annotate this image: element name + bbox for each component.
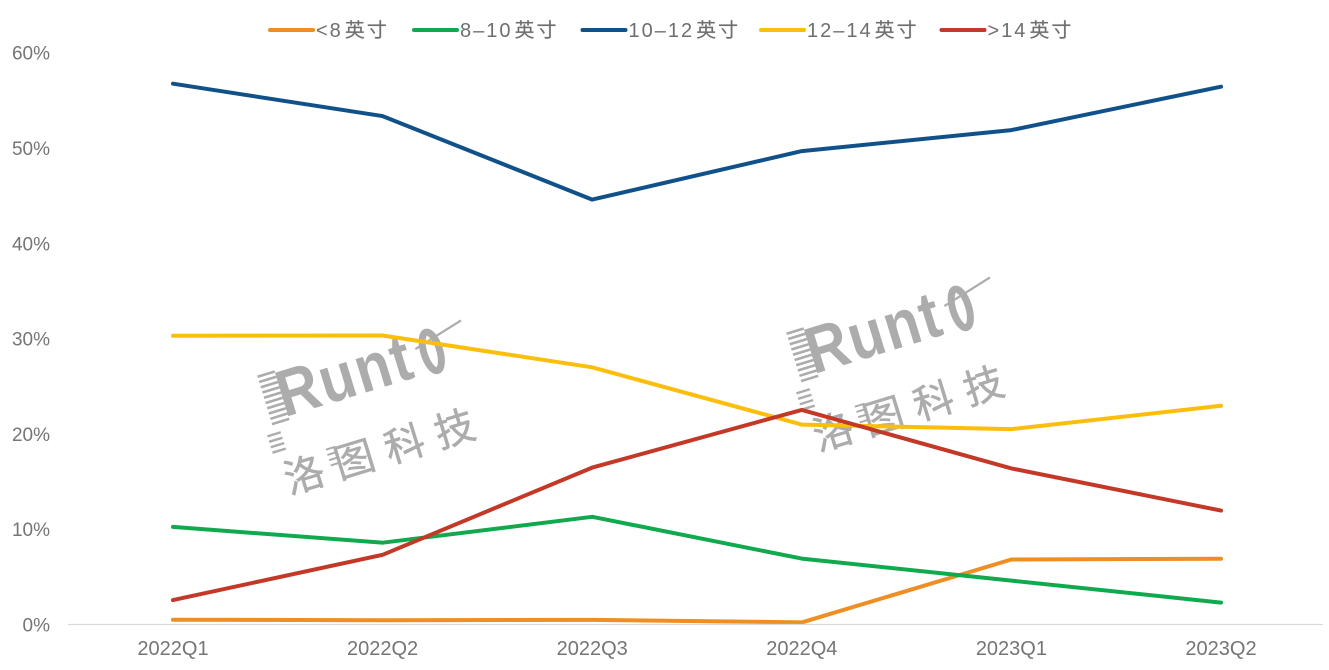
svg-text:2022Q3: 2022Q3 (557, 638, 628, 660)
svg-text:10–12: 10–12 (629, 20, 695, 42)
svg-text:2023Q1: 2023Q1 (976, 638, 1047, 660)
svg-text:8–10: 8–10 (460, 20, 513, 42)
svg-text:2022Q4: 2022Q4 (766, 638, 837, 660)
svg-text:60%: 60% (12, 44, 50, 65)
svg-text:>14: >14 (988, 20, 1028, 42)
svg-text:12–14: 12–14 (807, 20, 873, 42)
svg-text:40%: 40% (12, 234, 50, 255)
svg-text:2023Q2: 2023Q2 (1185, 638, 1256, 660)
svg-text:0%: 0% (23, 616, 51, 637)
svg-text:2022Q1: 2022Q1 (137, 638, 208, 660)
svg-text:10%: 10% (12, 520, 50, 541)
svg-text:20%: 20% (12, 425, 50, 446)
svg-text:2022Q2: 2022Q2 (347, 638, 418, 660)
svg-text:50%: 50% (12, 139, 50, 160)
svg-text:30%: 30% (12, 330, 50, 351)
svg-text:<8: <8 (316, 20, 343, 42)
